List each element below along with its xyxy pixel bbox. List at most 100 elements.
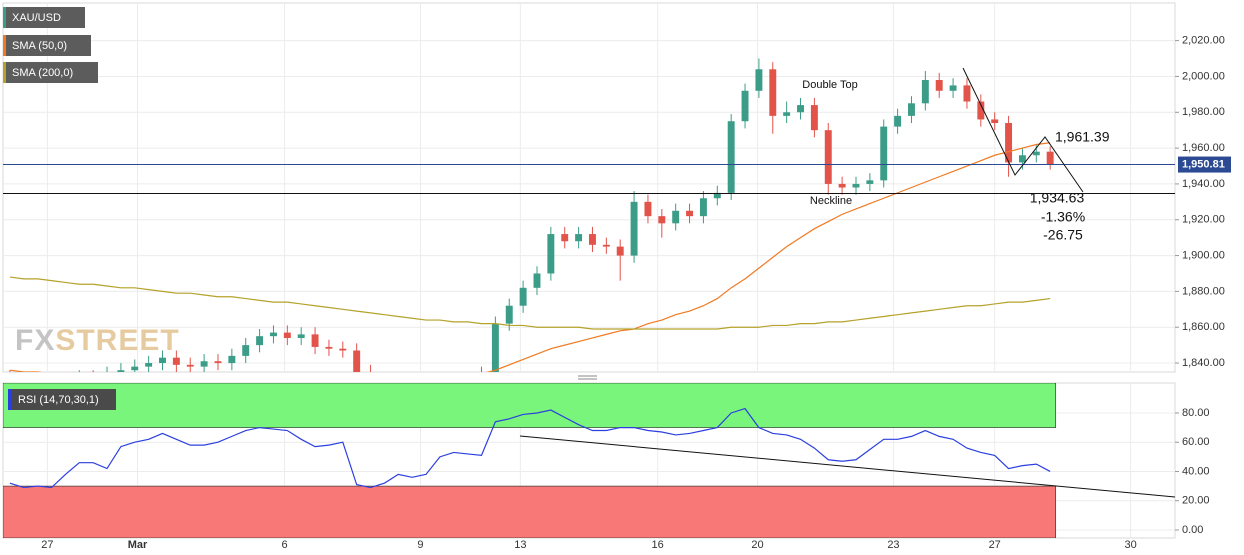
candle-body — [630, 201, 638, 256]
legend-label: SMA (50,0) — [12, 40, 67, 52]
y-tick-label: 1,940.00 — [1182, 178, 1225, 190]
candle-body — [228, 355, 236, 364]
candle-body — [866, 180, 874, 184]
legend-box — [3, 7, 85, 28]
neckline-label: Neckline — [810, 195, 852, 207]
candle-body — [658, 216, 666, 224]
watermark-part: FX — [15, 324, 55, 357]
candle-body — [491, 323, 499, 372]
candle-body — [159, 357, 166, 364]
annotation: 1,961.39 — [1055, 129, 1110, 145]
candle-body — [200, 361, 208, 367]
candle-body — [963, 85, 971, 102]
candle-body — [186, 364, 194, 367]
candle-body — [810, 105, 818, 131]
legend: XAU/USD SMA (50,0) SMA (200,0) RSI (14,7… — [3, 7, 116, 410]
candle-body — [242, 345, 250, 356]
rsi-band — [3, 383, 1057, 428]
y-tick-label: 1,920.00 — [1182, 214, 1225, 226]
x-tick-label: 30 — [1124, 539, 1136, 551]
x-tick-label: 23 — [887, 539, 899, 551]
candle-body — [783, 112, 791, 116]
last-price-box — [1178, 156, 1231, 173]
candle-body — [935, 80, 943, 91]
annotation: Double Top — [802, 79, 857, 91]
candle-body — [533, 273, 541, 288]
candle-body — [838, 183, 846, 188]
legend-label: XAU/USD — [12, 12, 61, 24]
y-tick-label: 0.00 — [1182, 524, 1203, 536]
candle-body — [602, 244, 610, 247]
rsi-line — [9, 407, 1051, 489]
candle-body — [519, 287, 527, 306]
watermark: FXSTREET — [15, 324, 180, 357]
candle-body — [755, 69, 763, 91]
legend-box — [3, 35, 91, 56]
candle-body — [561, 234, 569, 242]
candle-body — [713, 192, 721, 199]
y-tick-label: 1,840.00 — [1182, 357, 1225, 369]
candle-body — [353, 350, 361, 372]
y-tick-label: 2,020.00 — [1182, 35, 1225, 47]
candle-body — [256, 336, 264, 346]
sma-line — [9, 276, 1051, 330]
candle-body — [880, 126, 888, 181]
candle-body — [727, 121, 735, 193]
x-tick-label: 27 — [41, 539, 53, 551]
legend-swatch — [8, 389, 11, 410]
y-tick-label: 1,900.00 — [1182, 249, 1225, 261]
candle-body — [1018, 155, 1026, 163]
x-tick-label: 6 — [281, 539, 287, 551]
y-tick-label: 60.00 — [1182, 436, 1210, 448]
annotation: 1,934.63 — [1030, 190, 1085, 206]
candle-body — [616, 246, 624, 256]
watermark-part: STREET — [55, 324, 179, 357]
candle-body — [686, 210, 694, 217]
candle-body — [145, 363, 153, 367]
candle-body — [1005, 123, 1013, 163]
x-tick-label: 20 — [751, 539, 763, 551]
x-tick-label: 27 — [989, 539, 1001, 551]
y-tick-label: 1,980.00 — [1182, 106, 1225, 118]
candle-body — [214, 361, 222, 364]
pattern-line — [962, 67, 1084, 193]
rsi-band — [3, 485, 1057, 538]
candle-body — [852, 183, 860, 188]
candle-body — [949, 85, 957, 91]
annotation: -26.75 — [1043, 227, 1083, 243]
candle-body — [672, 210, 680, 224]
last-price-label: 1,950.81 — [1182, 158, 1225, 170]
candle-body — [589, 234, 596, 245]
candle-body — [478, 374, 485, 383]
candle-body — [991, 119, 999, 124]
annotation: -1.36% — [1041, 209, 1085, 225]
y-tick-label: 1,960.00 — [1182, 142, 1225, 154]
y-tick-label: 1,860.00 — [1182, 321, 1225, 333]
legend-swatch — [3, 35, 6, 56]
y-tick-label: 2,000.00 — [1182, 70, 1225, 82]
candle-body — [269, 332, 277, 337]
x-tick-label: Mar — [128, 539, 148, 551]
candle-body — [977, 101, 985, 120]
candle-body — [117, 370, 125, 372]
candle-body — [76, 377, 83, 381]
legend-swatch — [3, 62, 6, 83]
rsi-trendline — [519, 435, 1176, 498]
candle-body — [824, 130, 832, 184]
candle-body — [908, 103, 915, 116]
y-tick-label: 80.00 — [1182, 407, 1210, 419]
candle-body — [575, 234, 583, 242]
candle-body — [547, 234, 555, 274]
main-panel — [2, 2, 1176, 373]
candle-body — [339, 348, 347, 351]
candle-body — [311, 334, 319, 347]
candle-body — [464, 381, 471, 383]
legend-swatch — [3, 7, 6, 28]
legend-label: SMA (200,0) — [12, 67, 73, 79]
candle-body — [797, 105, 804, 113]
candle-body — [325, 346, 333, 349]
candle-body — [6, 377, 13, 381]
candle-body — [741, 90, 749, 122]
candle-body — [505, 305, 513, 324]
